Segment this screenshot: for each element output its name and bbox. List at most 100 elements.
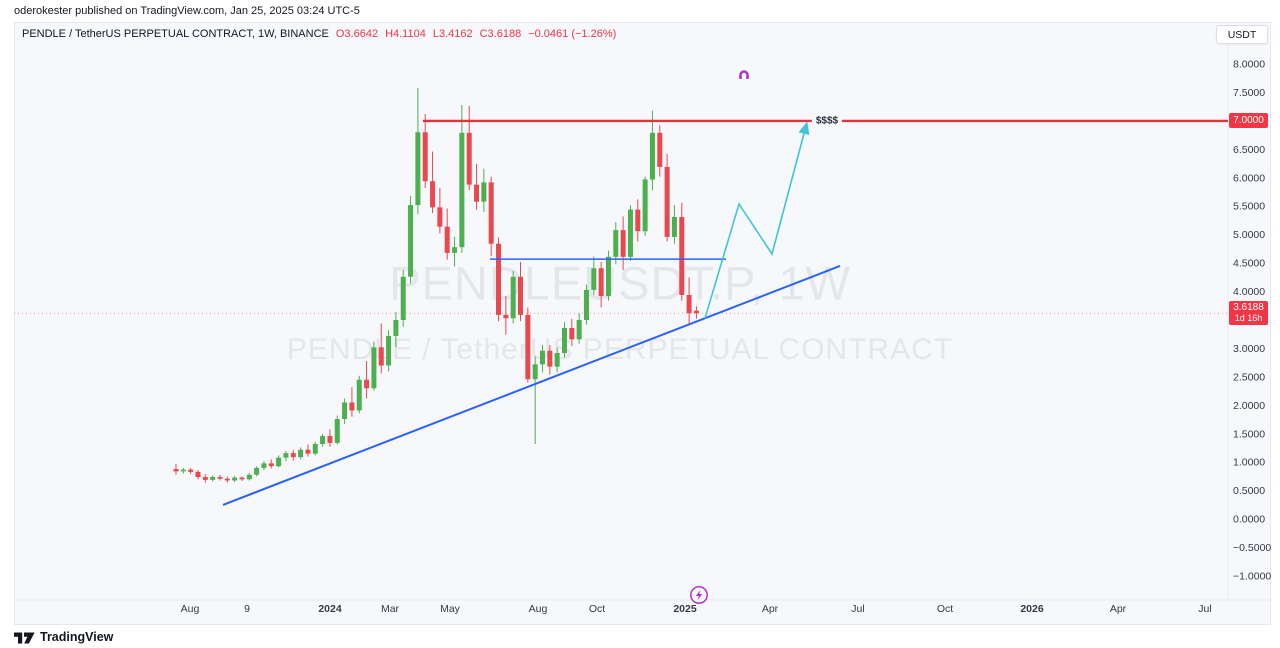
watermark-symbol: PENDLEUSDT.P, 1W [389, 256, 851, 310]
candle [481, 168, 487, 212]
candle [276, 455, 282, 468]
low-value: L3.4162 [432, 28, 473, 40]
close-value: C3.6188 [479, 28, 522, 40]
candle [422, 114, 428, 189]
symbol-header: PENDLE / TetherUS PERPETUAL CONTRACT, 1W… [22, 28, 616, 40]
candle [349, 387, 355, 417]
candle [188, 467, 194, 475]
time-tick-label: Jul [1198, 603, 1211, 615]
candle [657, 125, 663, 177]
candle [474, 164, 480, 210]
candle [635, 199, 641, 242]
time-tick-label: Jul [851, 603, 864, 615]
price-tick-label: 1.0000 [1233, 457, 1265, 469]
candle [642, 176, 648, 236]
price-tick-label: 2.0000 [1233, 400, 1265, 412]
price-label-resistance: 7.0000 [1229, 113, 1268, 129]
candle [239, 476, 245, 481]
price-tick-label: −1.0000 [1233, 571, 1271, 583]
candle [518, 261, 524, 322]
candle [298, 447, 304, 460]
candle [283, 450, 289, 462]
price-tick-label: 6.0000 [1233, 172, 1265, 184]
price-tick-label: 1.5000 [1233, 428, 1265, 440]
price-tick-label: 6.5000 [1233, 144, 1265, 156]
candle [261, 461, 267, 471]
candle [503, 296, 509, 335]
price-tick-label: 8.0000 [1233, 59, 1265, 71]
high-value: H4.1104 [385, 28, 426, 40]
candle-countdown: 1d 16h [1234, 313, 1263, 324]
price-tick-label: 4.0000 [1233, 286, 1265, 298]
tradingview-footer-link[interactable]: TradingView [14, 629, 113, 644]
price-tick-label: 5.5000 [1233, 201, 1265, 213]
symbol-title: PENDLE / TetherUS PERPETUAL CONTRACT, 1W… [22, 28, 329, 40]
candle [627, 205, 633, 261]
candle [378, 323, 384, 374]
candle [305, 444, 311, 457]
candle [591, 256, 597, 295]
time-tick-label: 2024 [318, 603, 342, 615]
candle [320, 433, 326, 447]
trendline-drawing[interactable] [222, 265, 841, 506]
candle [452, 236, 458, 267]
time-tick-label: Mar [381, 603, 400, 615]
time-tick-label: Apr [762, 603, 779, 615]
candle [224, 476, 230, 483]
candle [466, 106, 472, 191]
currency-toggle-button[interactable]: USDT [1216, 25, 1268, 44]
candle [180, 467, 186, 474]
price-tick-label: 5.0000 [1233, 229, 1265, 241]
time-tick-label: Aug [529, 603, 548, 615]
change-value: −0.0461 (−1.26%) [528, 28, 617, 40]
last-price: 3.6188 [1233, 302, 1264, 314]
candle [195, 470, 201, 480]
candle [693, 306, 699, 319]
candle [371, 341, 377, 391]
price-tick-label: 7.5000 [1233, 87, 1265, 99]
price-tick-label: 4.5000 [1233, 258, 1265, 270]
candle [679, 202, 685, 301]
candle [671, 205, 677, 244]
chart-widget [14, 22, 1271, 625]
candle [393, 312, 399, 348]
candle [605, 250, 611, 301]
time-tick-label: Apr [1110, 603, 1127, 615]
price-tick-label: 3.0000 [1233, 343, 1265, 355]
candle [246, 473, 252, 481]
time-tick-label: Oct [937, 603, 953, 615]
time-tick-label: 2026 [1020, 603, 1044, 615]
candle [312, 441, 318, 456]
candle [664, 153, 670, 242]
candle [232, 475, 238, 483]
lightning-event-icon[interactable] [690, 586, 708, 604]
time-tick-label: 2025 [673, 603, 697, 615]
time-tick-label: Aug [181, 603, 200, 615]
target-text-drawing: $$$$ [811, 115, 843, 127]
price-tick-label: 0.5000 [1233, 485, 1265, 497]
candle [583, 284, 589, 325]
time-tick-label: Oct [589, 603, 605, 615]
candle [686, 277, 692, 324]
price-tick-label: −0.5000 [1233, 542, 1271, 554]
candle [386, 330, 392, 372]
candle [437, 188, 443, 234]
candle [210, 475, 216, 482]
candle [408, 195, 414, 284]
price-label-last: 3.6188 1d 16h [1229, 301, 1268, 326]
candle [290, 449, 296, 461]
open-value: O3.6642 [335, 28, 379, 40]
candle [554, 347, 560, 373]
watermark-description: PENDLE / TetherUS PERPETUAL CONTRACT [286, 333, 954, 366]
candle [364, 360, 370, 399]
candle [488, 176, 494, 257]
candle [202, 474, 208, 483]
candle [569, 318, 575, 347]
candle [327, 429, 333, 447]
purple-marker-icon [739, 70, 749, 79]
candle [444, 208, 450, 260]
projection-arrow-drawing[interactable] [704, 121, 810, 319]
candle [561, 322, 567, 358]
